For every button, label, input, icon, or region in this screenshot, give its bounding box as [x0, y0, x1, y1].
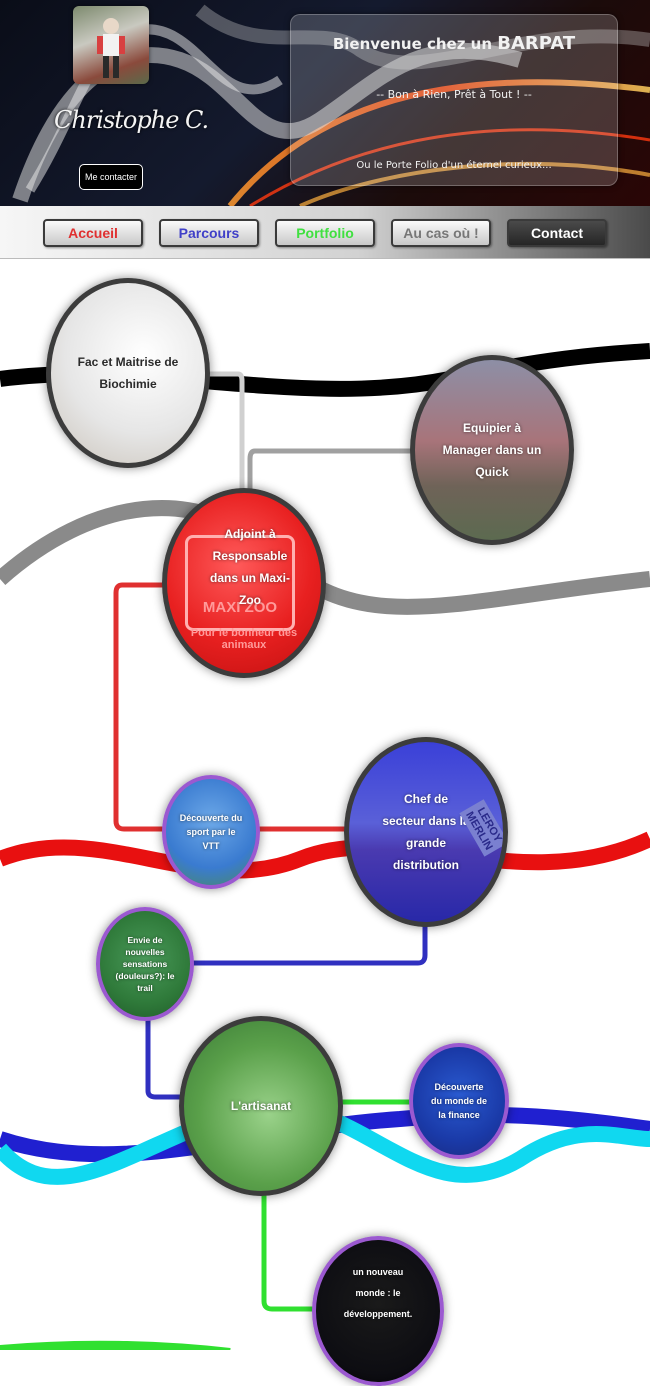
node-vtt-label: Découverte du sport par le VTT [179, 813, 243, 851]
welcome-brand: BARPAT [497, 33, 576, 54]
welcome-panel: Bienvenue chez un BARPAT -- Bon à Rien, … [290, 14, 618, 186]
node-developpement-label: un nouveau monde : le développement. [343, 1266, 413, 1319]
tagline: Ou le Porte Folio d'un éternel curieux..… [356, 160, 552, 171]
node-finance[interactable]: Découverte du monde de la finance [409, 1043, 509, 1159]
node-developpement[interactable]: un nouveau monde : le développement. [312, 1236, 444, 1386]
node-leroy-merlin-label: Chef de secteur dans la grande distribut… [382, 792, 470, 872]
green-ribbon [0, 1340, 231, 1350]
welcome-prefix: Bienvenue chez un [332, 35, 498, 53]
contact-me-button[interactable]: Me contacter [79, 164, 143, 190]
signature: Christophe C. [54, 106, 209, 134]
node-maxizoo[interactable]: MAXI ZOO Pour le bonheur des animaux Adj… [162, 488, 326, 678]
runner-photo-icon [97, 18, 125, 78]
node-maxizoo-label: Adjoint à Responsable dans un Maxi-Zoo [210, 527, 291, 607]
header-banner: Christophe C. Me contacter Bienvenue che… [0, 0, 650, 206]
welcome-title: Bienvenue chez un BARPAT [291, 33, 617, 54]
profile-photo [73, 6, 149, 84]
cyan-ribbon [0, 1099, 650, 1185]
node-trail[interactable]: Envie de nouvelles sensations (douleurs?… [96, 907, 194, 1021]
node-leroy-merlin[interactable]: LEROY MERLIN Chef de secteur dans la gra… [344, 737, 508, 927]
maxizoo-logo-caption: Pour le bonheur des animaux [190, 627, 298, 651]
node-quick-label: Equipier à Manager dans un Quick [442, 421, 542, 479]
node-biochimie[interactable]: Fac et Maitrise de Biochimie [46, 278, 210, 468]
nav-parcours[interactable]: Parcours [159, 219, 259, 247]
maxizoo-logo-text: MAXI ZOO [202, 599, 278, 616]
node-artisanat-label: L'artisanat [230, 1099, 292, 1113]
node-biochimie-label: Fac et Maitrise de Biochimie [77, 355, 179, 391]
nav-au-cas-ou[interactable]: Au cas où ! [391, 219, 491, 247]
nav-portfolio[interactable]: Portfolio [275, 219, 375, 247]
node-quick[interactable]: Equipier à Manager dans un Quick [410, 355, 574, 545]
main-nav: Accueil Parcours Portfolio Au cas où ! C… [0, 206, 650, 259]
blue-ribbon [0, 1106, 650, 1163]
maxizoo-logo-icon [185, 535, 295, 631]
nav-accueil[interactable]: Accueil [43, 219, 143, 247]
node-trail-label: Envie de nouvelles sensations (douleurs?… [115, 935, 175, 993]
motto: -- Bon à Rien, Prêt à Tout ! -- [376, 88, 532, 101]
nav-contact[interactable]: Contact [507, 219, 607, 247]
red-ribbon [0, 831, 650, 879]
node-vtt[interactable]: Découverte du sport par le VTT [162, 775, 260, 889]
node-artisanat[interactable]: L'artisanat [179, 1016, 343, 1196]
node-finance-label: Découverte du monde de la finance [431, 1082, 487, 1120]
